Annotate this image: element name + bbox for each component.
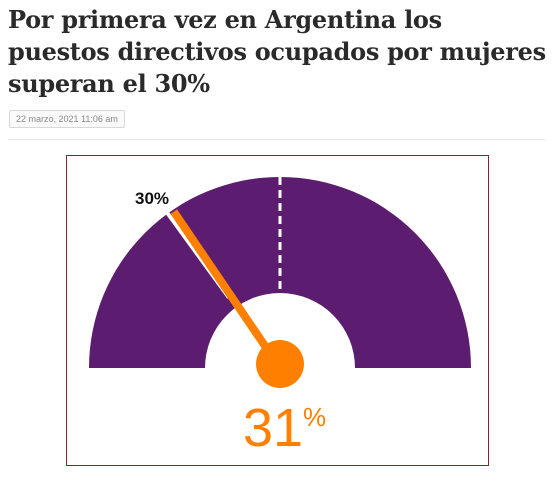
gauge-needle	[170, 209, 282, 367]
gauge-value-label: 31%	[243, 398, 326, 458]
threshold-marker-label: 30%	[135, 189, 169, 208]
gauge-value-unit: %	[303, 402, 326, 432]
header-divider	[8, 139, 545, 140]
article-headline: Por primera vez en Argentina los puestos…	[8, 5, 546, 98]
gauge-needle-hub	[256, 340, 304, 388]
publish-date-badge: 22 marzo, 2021 11:06 am	[9, 110, 125, 128]
gauge-graphic: 30% 31%	[89, 177, 471, 458]
gauge-figure: 30% 31%	[66, 155, 489, 466]
gauge-value-number: 31	[243, 398, 303, 458]
